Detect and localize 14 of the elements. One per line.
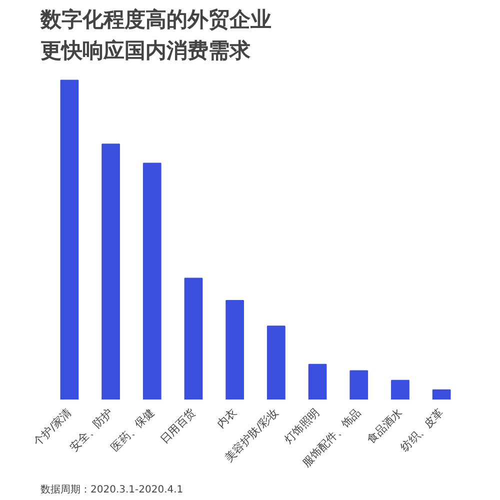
bar bbox=[308, 364, 327, 400]
bar bbox=[226, 300, 244, 400]
x-tick-label: 内衣 bbox=[214, 406, 240, 431]
bar bbox=[102, 144, 120, 400]
x-tick-label: 日用百货 bbox=[158, 406, 198, 446]
bar bbox=[142, 162, 162, 400]
bar bbox=[60, 80, 79, 400]
text: 数据周期：2020.3.1-2020.4.1 bbox=[40, 484, 184, 496]
bar bbox=[350, 370, 368, 400]
bar bbox=[432, 389, 451, 400]
bar bbox=[266, 326, 286, 400]
bar bbox=[391, 380, 410, 400]
chart-title: 数字化程度高的外贸企业更快响应国内消费需求 bbox=[40, 7, 272, 62]
bar bbox=[184, 278, 203, 400]
